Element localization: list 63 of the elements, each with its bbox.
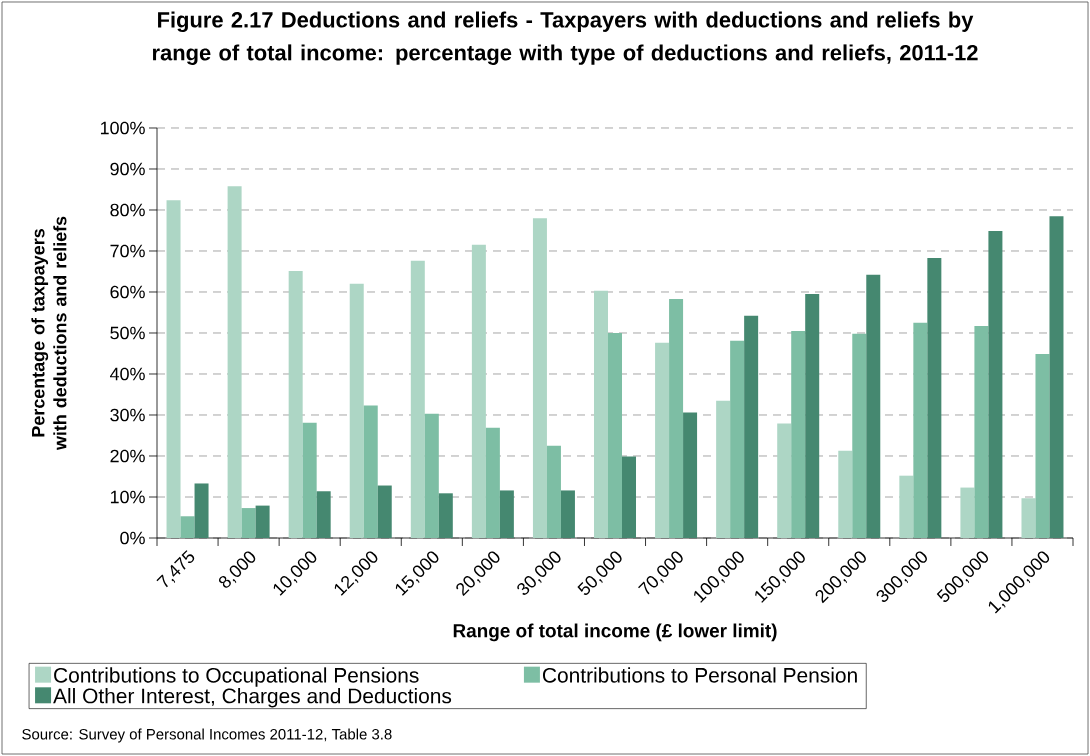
- bar: [302, 422, 317, 538]
- bar: [363, 405, 378, 538]
- legend-label: Contributions to Personal Pension: [542, 667, 857, 683]
- y-tick-label: 60%: [110, 285, 145, 299]
- bar: [227, 186, 242, 538]
- bar: [1035, 353, 1050, 538]
- y-tick-label: 80%: [110, 203, 145, 217]
- y-tick-label: 70%: [110, 244, 145, 258]
- bar: [866, 274, 881, 538]
- legend-label: Contributions to Occupational Pensions: [54, 667, 419, 687]
- bar: [838, 450, 853, 538]
- bar: [532, 218, 547, 538]
- bar: [1021, 498, 1036, 538]
- bar: [377, 485, 392, 538]
- y-tick-label: 0%: [120, 531, 145, 545]
- bar: [410, 260, 425, 538]
- bar: [594, 290, 608, 538]
- bar: [241, 508, 256, 538]
- bar: [683, 412, 698, 538]
- bar: [424, 413, 439, 538]
- y-tick-label: 10%: [110, 490, 145, 504]
- bar: [730, 340, 745, 538]
- bar: [913, 322, 928, 538]
- y-tick-label: 90%: [110, 162, 145, 176]
- bar: [438, 493, 453, 538]
- bar: [560, 490, 575, 538]
- bar: [852, 333, 867, 538]
- bar: [899, 475, 914, 538]
- bar: [805, 294, 820, 538]
- x-axis-title: Range of total income (£ lower limit): [453, 623, 777, 642]
- bar: [744, 315, 759, 538]
- bar: [485, 427, 500, 538]
- bar: [288, 271, 303, 538]
- y-tick-label: 40%: [110, 367, 145, 381]
- bar: [608, 333, 622, 538]
- bar: [349, 283, 364, 538]
- bar: [716, 400, 731, 538]
- bar: [316, 491, 331, 538]
- bar: [546, 445, 561, 538]
- bar: [655, 342, 670, 538]
- y-tick-label: 50%: [110, 326, 145, 340]
- bar: [927, 257, 942, 538]
- bar: [974, 326, 989, 538]
- bar: [988, 230, 1003, 538]
- bar: [1049, 216, 1064, 538]
- y-tick-label: 20%: [110, 449, 145, 463]
- bar: [669, 298, 684, 538]
- bar: [499, 490, 514, 538]
- bar: [622, 456, 636, 538]
- y-tick-label: 30%: [110, 408, 145, 422]
- y-axis-title: Percentage of taxpayers with deductions and reliefs: [31, 216, 67, 451]
- bar: [255, 505, 270, 538]
- bar: [194, 483, 209, 538]
- bar: [777, 423, 792, 538]
- bar: [180, 516, 195, 538]
- bar: [791, 330, 806, 538]
- chart-title: Figure 2.17 Deductions and reliefs - Taxpayers with deductions and reliefs by range of total income: percentage with type of deductions and reliefs, 2011-12: [152, 11, 978, 65]
- bar: [166, 200, 181, 538]
- legend-label: All Other Interest, Charges and Deductions: [53, 687, 452, 708]
- bar: [471, 244, 486, 538]
- bar: [960, 487, 975, 538]
- y-tick-label: 100%: [100, 121, 145, 135]
- source-note: Source: Survey of Personal Incomes 2011-12, Table 3.8: [22, 728, 392, 743]
